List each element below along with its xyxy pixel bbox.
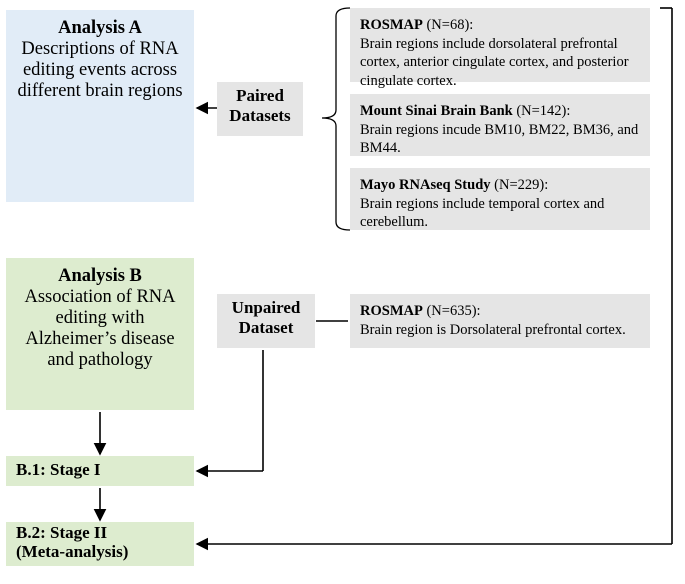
paired-line2: Datasets [219,106,301,126]
unpaired-line1: Unpaired [219,298,313,318]
unpaired-dataset-label: Unpaired Dataset [217,294,315,348]
ds-mayo-desc: Brain regions include temporal cortex an… [360,196,604,231]
stage-2-box: B.2: Stage II (Meta-analysis) [6,522,194,566]
analysis-b-box: Analysis B Association of RNA editing wi… [6,258,194,410]
ds-rosmap2-n: (N=635): [423,303,481,319]
ds-rosmap1-n: (N=68): [423,17,473,33]
ds-rosmap1-desc: Brain regions include dorsolateral prefr… [360,36,629,89]
unpaired-line2: Dataset [219,318,313,338]
stage-1-label: B.1: Stage I [16,460,101,479]
ds-mayo-n: (N=229): [491,177,549,193]
stage-1-box: B.1: Stage I [6,456,194,486]
ds-rosmap2-name: ROSMAP [360,303,423,319]
ds-msbb-name: Mount Sinai Brain Bank [360,103,513,119]
dataset-mayo: Mayo RNAseq Study (N=229): Brain regions… [350,168,650,230]
analysis-b-body: Association of RNA editing with Alzheime… [16,287,184,371]
analysis-a-title: Analysis A [16,18,184,39]
dataset-rosmap-paired: ROSMAP (N=68): Brain regions include dor… [350,8,650,82]
analysis-a-box: Analysis A Descriptions of RNA editing e… [6,10,194,202]
ds-msbb-n: (N=142): [513,103,571,119]
analysis-a-body: Descriptions of RNA editing events acros… [16,39,184,102]
ds-rosmap2-desc: Brain region is Dorsolateral prefrontal … [360,322,626,338]
dataset-rosmap-unpaired: ROSMAP (N=635): Brain region is Dorsolat… [350,294,650,348]
paired-datasets-label: Paired Datasets [217,82,303,136]
ds-mayo-name: Mayo RNAseq Study [360,177,491,193]
stage-2-line2: (Meta-analysis) [16,543,184,562]
ds-msbb-desc: Brain regions incude BM10, BM22, BM36, a… [360,122,638,157]
ds-rosmap1-name: ROSMAP [360,17,423,33]
dataset-msbb: Mount Sinai Brain Bank (N=142): Brain re… [350,94,650,156]
analysis-b-title: Analysis B [16,266,184,287]
stage-2-line1: B.2: Stage II [16,524,184,543]
paired-line1: Paired [219,86,301,106]
